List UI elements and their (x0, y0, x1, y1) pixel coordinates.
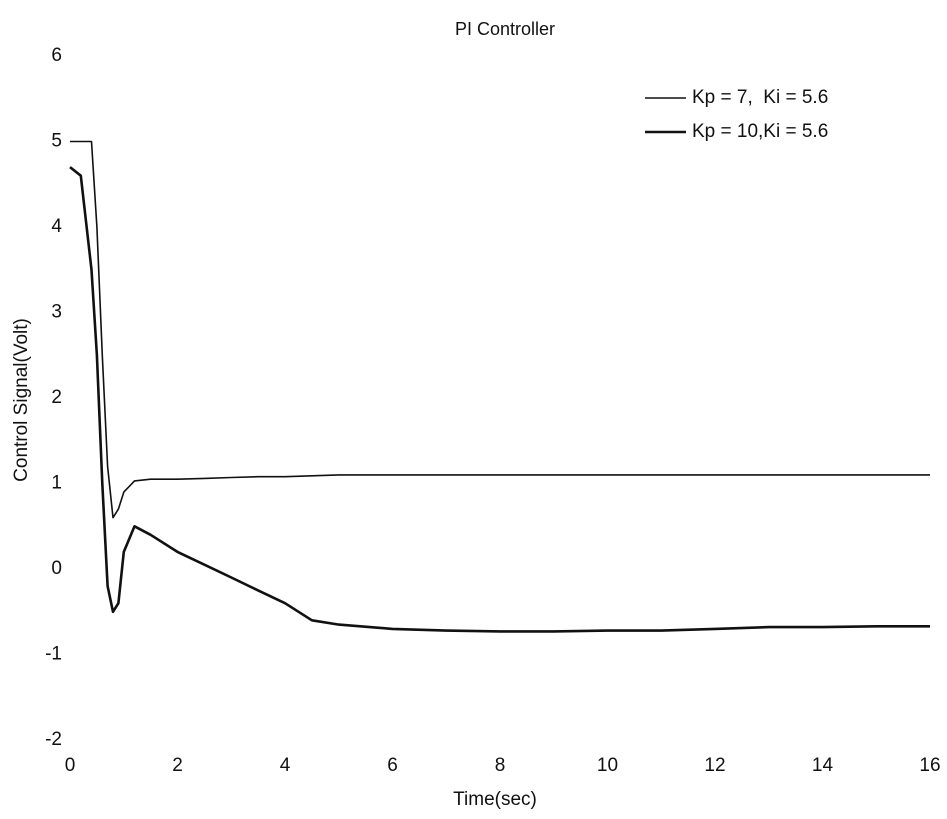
y-tick-label: 3 (51, 302, 62, 323)
y-axis-label: Control Signal(Volt) (11, 318, 32, 482)
legend-label: Kp = 7, Ki = 5.6 (692, 87, 828, 108)
y-tick-label: 6 (51, 45, 62, 66)
legend-label: Kp = 10,Ki = 5.6 (692, 121, 828, 142)
x-tick-label: 2 (172, 755, 183, 776)
x-axis-label: Time(sec) (453, 789, 537, 810)
x-tick-label: 12 (704, 755, 725, 776)
y-tick-label: 1 (51, 473, 62, 494)
chart-title: PI Controller (455, 19, 555, 39)
x-tick-label: 8 (495, 755, 506, 776)
x-tick-label: 4 (280, 755, 291, 776)
series-line (70, 140, 930, 519)
y-tick-label: -1 (45, 644, 62, 665)
y-tick-label: 0 (51, 558, 62, 579)
series-line (69, 166, 930, 633)
x-tick-label: 10 (597, 755, 618, 776)
x-tick-label: 0 (65, 755, 76, 776)
y-tick-label: -2 (45, 729, 62, 750)
x-tick-label: 6 (387, 755, 398, 776)
y-tick-label: 5 (51, 131, 62, 152)
y-tick-label: 2 (51, 387, 62, 408)
y-tick-label: 4 (51, 216, 62, 237)
x-tick-label: 16 (919, 755, 940, 776)
x-tick-label: 14 (812, 755, 834, 776)
